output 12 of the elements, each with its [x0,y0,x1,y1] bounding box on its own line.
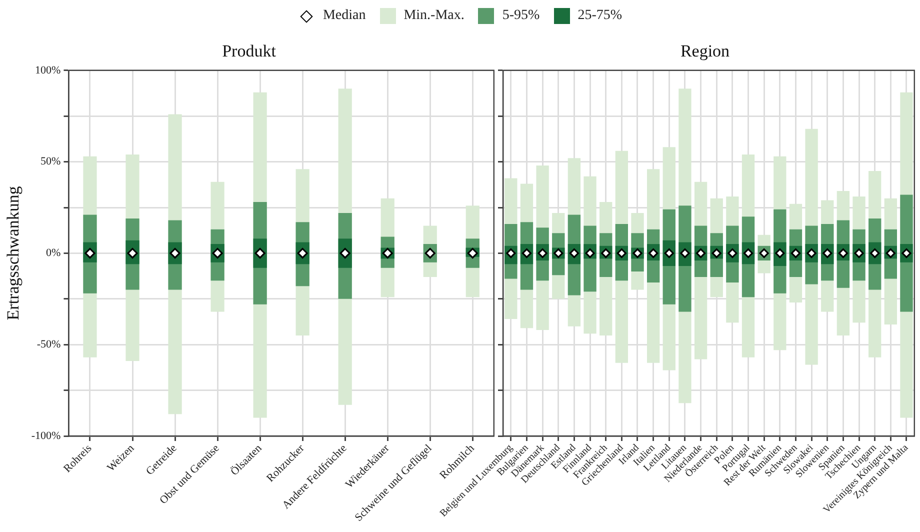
legend-label: Median [322,8,366,24]
chart-title: Region [680,42,730,61]
legend-label: Min.-Max. [404,8,464,24]
y-tick-label: 0% [46,247,61,260]
y-tick-label: -100% [31,430,61,442]
legend-label: 25-75% [578,8,622,24]
y-tick-label: -50% [36,338,61,350]
y-tick-label: 50% [40,156,61,168]
chart-title: Produkt [222,42,276,61]
legend-label: 5-95% [502,8,540,24]
y-tick-label: 100% [35,64,61,76]
y-axis-title: Ertragsschwankung [4,186,23,320]
